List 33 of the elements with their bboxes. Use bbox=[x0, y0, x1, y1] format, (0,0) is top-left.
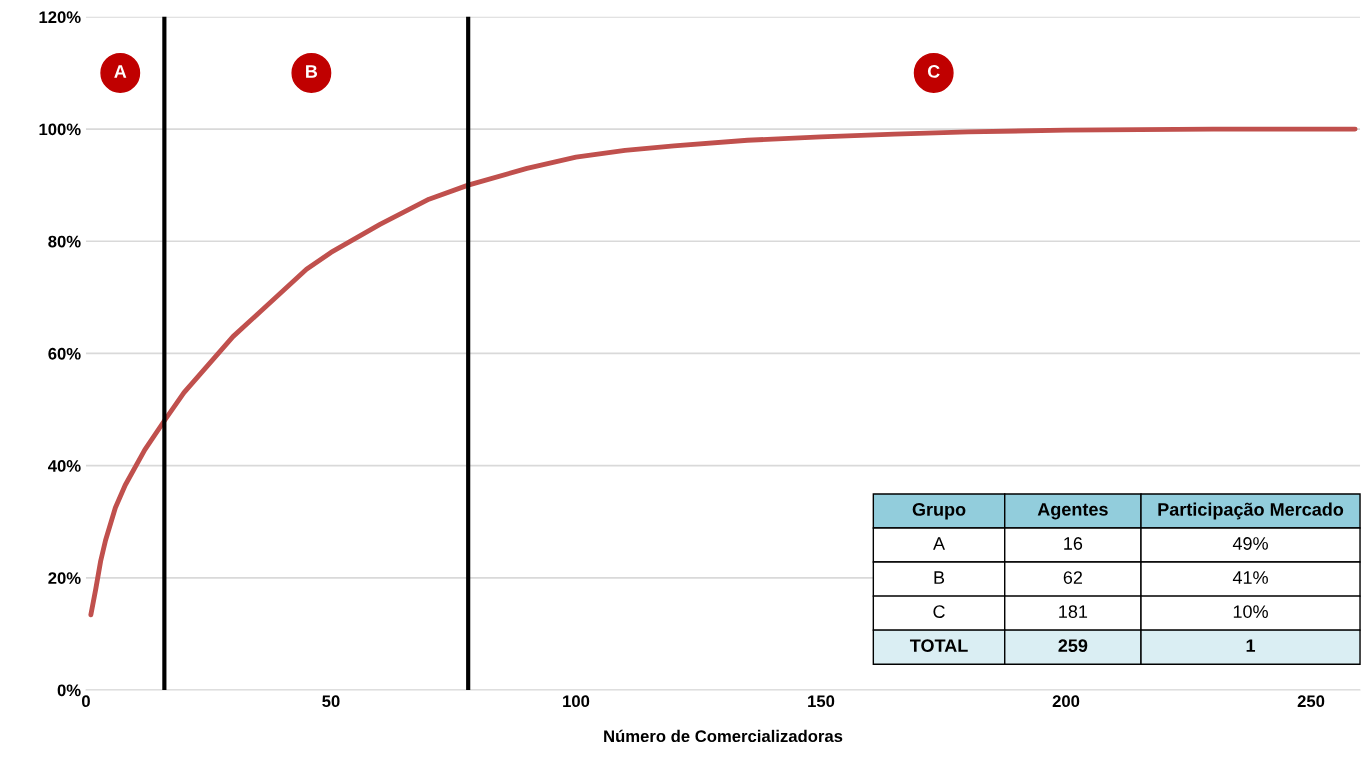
x-tick-label: 100 bbox=[563, 695, 590, 708]
y-tick-label: 60% bbox=[48, 347, 81, 360]
annotation: 259 bbox=[1058, 639, 1088, 653]
category-label: Agentes bbox=[1037, 503, 1108, 520]
annotation: A bbox=[114, 65, 127, 78]
annotation: C bbox=[933, 605, 945, 618]
x-tick-label: 150 bbox=[808, 695, 835, 708]
x-tick-label: 200 bbox=[1052, 695, 1080, 708]
x-tick-label: 0 bbox=[81, 695, 90, 708]
annotation: B bbox=[306, 65, 318, 78]
annotation: 181 bbox=[1059, 605, 1088, 618]
y-tick-label: 20% bbox=[48, 572, 81, 585]
annotation: 62 bbox=[1063, 571, 1083, 584]
annotation: 10% bbox=[1233, 605, 1268, 618]
x-tick-label: 250 bbox=[1297, 695, 1325, 708]
annotation: C bbox=[927, 65, 940, 78]
annotation: 41% bbox=[1232, 571, 1268, 584]
category-label: Participação Mercado bbox=[1158, 502, 1344, 520]
annotation: 49% bbox=[1232, 537, 1268, 550]
y-tick-label: 120% bbox=[39, 11, 81, 24]
x-axis-title: Número de Comercializadoras bbox=[604, 729, 843, 743]
y-tick-label: 100% bbox=[39, 123, 81, 136]
y-tick-label: 80% bbox=[48, 235, 81, 248]
annotation: TOTAL bbox=[909, 639, 968, 653]
category-label: Grupo bbox=[912, 503, 966, 520]
y-tick-label: 40% bbox=[48, 460, 81, 472]
line-series bbox=[88, 126, 1358, 618]
y-tick-label: 0% bbox=[57, 684, 81, 697]
x-tick-label: 50 bbox=[322, 695, 340, 708]
annotation: 1 bbox=[1246, 639, 1256, 652]
annotation: B bbox=[934, 571, 945, 584]
annotation: 16 bbox=[1064, 537, 1083, 550]
annotation: A bbox=[933, 537, 946, 550]
